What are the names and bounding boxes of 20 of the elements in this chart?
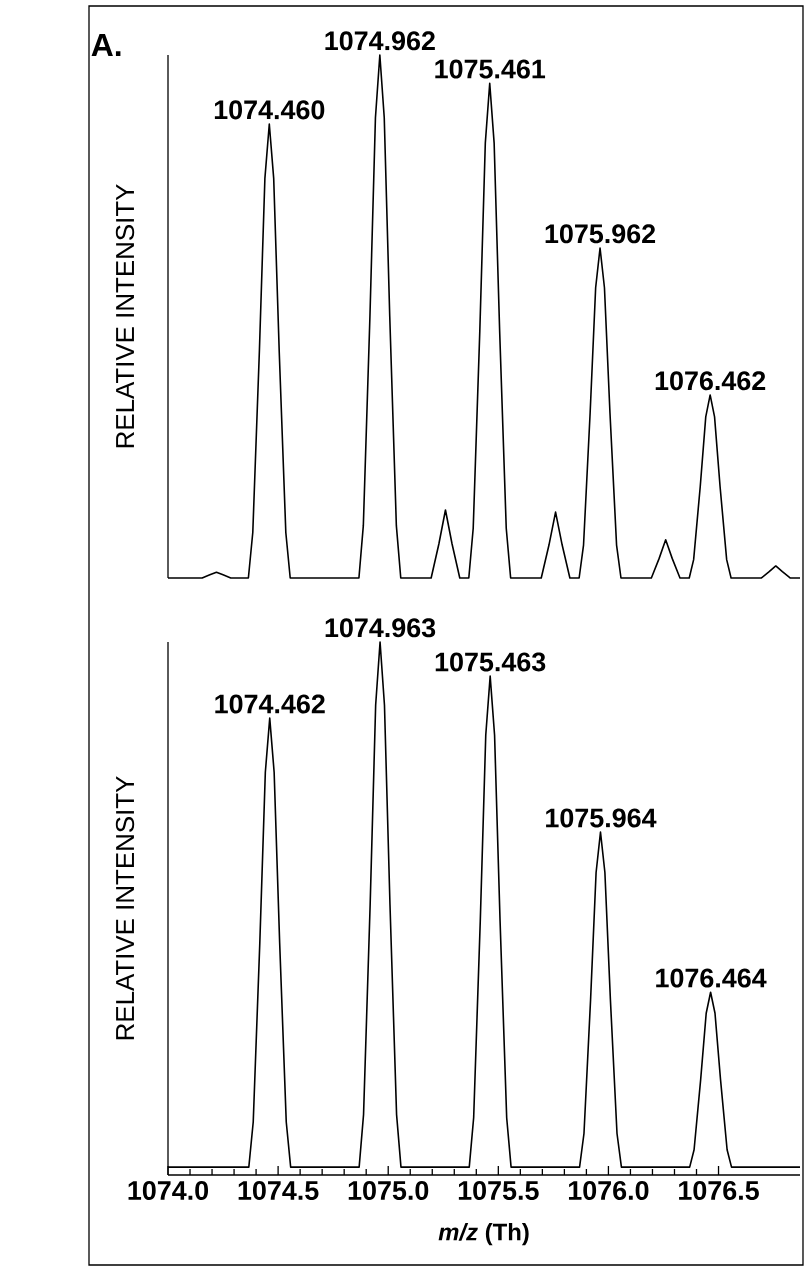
annotation: 1075.463 xyxy=(435,652,546,672)
y-axis-title: RELATIVE INTENSITY xyxy=(115,184,135,448)
annotation: 1074.460 xyxy=(214,100,325,120)
x-axis-title: m/z (Th) xyxy=(438,1222,529,1246)
y-axis-title: RELATIVE INTENSITY xyxy=(115,776,135,1040)
annotation: 1076.464 xyxy=(656,968,767,988)
x-tick-label: 1074.5 xyxy=(238,1180,319,1201)
x-tick-label: 1076.5 xyxy=(679,1180,759,1201)
x-tick-label: 1075.5 xyxy=(458,1180,539,1201)
annotation: 1075.962 xyxy=(545,224,656,244)
text: A. xyxy=(91,34,121,57)
annotation: 1076.462 xyxy=(655,371,766,391)
annotation: 1075.964 xyxy=(546,808,657,828)
x-tick-label: 1074.0 xyxy=(128,1180,209,1201)
annotation: 1074.962 xyxy=(325,31,435,51)
annotation: 1074.963 xyxy=(325,618,436,638)
annotation: 1074.462 xyxy=(215,694,325,714)
x-tick-label: 1075.0 xyxy=(348,1180,429,1201)
annotation: 1075.461 xyxy=(435,59,546,79)
x-tick-label: 1076.0 xyxy=(568,1180,649,1201)
